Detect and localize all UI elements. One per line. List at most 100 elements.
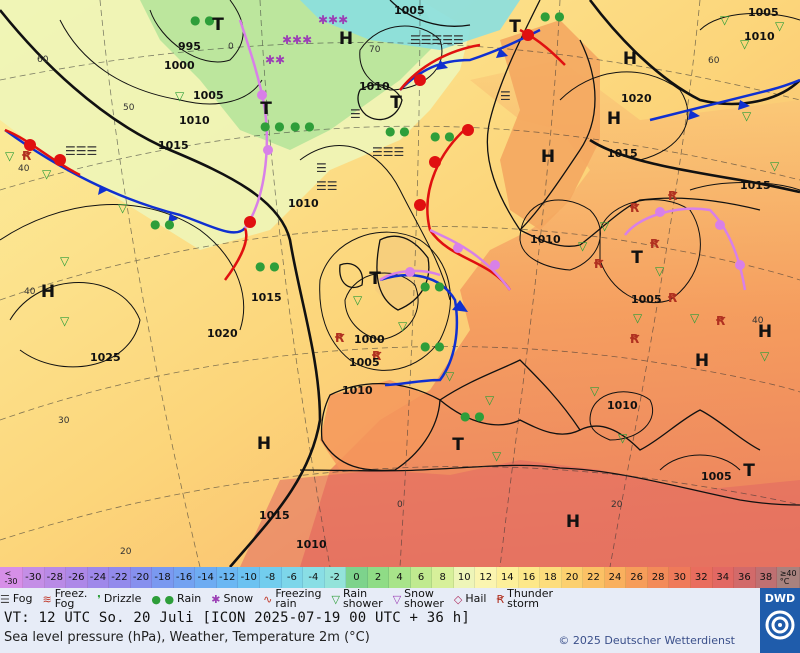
legend-label: Rain <box>177 592 202 605</box>
scale-cell: 28 <box>647 567 670 588</box>
svg-text:● ●: ● ● <box>190 13 215 27</box>
scale-cell: 20 <box>561 567 584 588</box>
scale-cell: -26 <box>66 567 88 588</box>
isobar-label: 1025 <box>90 351 121 364</box>
isobar-label: 1005 <box>631 293 662 306</box>
isobar-label: 1015 <box>259 509 290 522</box>
isobar-label: 1020 <box>621 92 652 105</box>
scale-cell: 36 <box>734 567 756 588</box>
svg-text:☰☰☰☰☰: ☰☰☰☰☰ <box>410 33 464 47</box>
graticule-label: 50 <box>123 103 135 113</box>
svg-text:▽: ▽ <box>690 311 700 325</box>
scale-cell: -18 <box>152 567 174 588</box>
scale-cell: -30 <box>23 567 45 588</box>
svg-text:Ꞧ: Ꞧ <box>629 201 640 215</box>
svg-text:☰: ☰ <box>350 107 361 121</box>
high-pressure-label: H <box>566 512 580 532</box>
high-pressure-label: H <box>695 351 709 371</box>
graticule-label: 70 <box>369 45 381 55</box>
svg-text:▽: ▽ <box>42 167 52 181</box>
logo-text: DWD <box>764 592 796 605</box>
valid-time: VT: 12 UTC So. 20 Juli [ICON 2025-07-19 … <box>4 610 470 626</box>
scale-cell: -22 <box>109 567 131 588</box>
svg-text:▽: ▽ <box>492 449 502 463</box>
legend-label: Thunder storm <box>507 587 554 610</box>
scale-high-end: ≥40 °C <box>777 567 800 588</box>
svg-text:▽: ▽ <box>633 311 643 325</box>
graticule-label: 40 <box>752 316 764 326</box>
svg-text:Ꞧ: Ꞧ <box>629 332 640 346</box>
svg-text:☰☰☰: ☰☰☰ <box>65 144 97 158</box>
isobars <box>0 0 800 471</box>
svg-text:▽: ▽ <box>578 239 588 253</box>
legend-item: ▽ Rain shower <box>331 587 383 610</box>
low-pressure-label: T <box>452 435 464 455</box>
legend-label: Freez. Fog <box>54 587 88 610</box>
isobar-label: 1000 <box>164 59 195 72</box>
legend-label: Hail <box>465 592 487 605</box>
isobar-label: 1015 <box>251 291 282 304</box>
legend-label: Fog <box>12 592 33 605</box>
scale-cell: 6 <box>410 567 433 588</box>
scale-cell: -16 <box>173 567 196 588</box>
svg-text:☰☰: ☰☰ <box>316 179 338 193</box>
rain-shower-icon: ▽ <box>331 592 340 606</box>
graticule-label: 40 <box>18 164 30 174</box>
isobar-label: 995 <box>178 40 201 53</box>
svg-text:● ●: ● ● <box>540 9 565 23</box>
graticule-label: 60 <box>708 56 720 66</box>
isobar-label: 1010 <box>296 538 327 551</box>
svg-text:▽: ▽ <box>742 109 752 123</box>
high-pressure-label: H <box>41 282 55 302</box>
land-iberia <box>320 380 440 470</box>
scale-cell: -24 <box>87 567 110 588</box>
isobar-label: 1010 <box>359 80 390 93</box>
legend-item: ▽ Snow shower <box>393 587 444 610</box>
graticule-label: 0 <box>397 500 403 510</box>
legend-item: ☰ Fog <box>0 593 33 606</box>
svg-text:▽: ▽ <box>740 37 750 51</box>
isobar-label: 1010 <box>530 233 561 246</box>
isobar-label: 1015 <box>740 179 771 192</box>
scale-cell: 26 <box>626 567 648 588</box>
svg-text:▽: ▽ <box>60 254 70 268</box>
isobar-labels: 1005 995 1000 1005 1010 1015 1010 1010 1015 1020 1… <box>90 4 779 551</box>
fog-icon: ☰ <box>0 592 10 606</box>
low-pressure-label: T <box>743 461 755 481</box>
isobar-label: 1000 <box>354 333 385 346</box>
svg-text:● ●: ● ● <box>420 339 445 353</box>
svg-text:▽: ▽ <box>485 393 495 407</box>
scale-cell: 0 <box>346 567 368 588</box>
isobar-label: 1010 <box>342 384 373 397</box>
legend-label: Rain shower <box>342 587 383 610</box>
legend-item: ● ● Rain <box>151 593 201 606</box>
land-scandinavia <box>500 20 600 230</box>
scale-cell: -20 <box>130 567 153 588</box>
scale-cell: 2 <box>367 567 390 588</box>
scale-cell: -10 <box>238 567 261 588</box>
svg-text:▽: ▽ <box>398 319 408 333</box>
scale-low-end: < -30 <box>0 567 23 588</box>
svg-text:☰: ☰ <box>316 161 327 175</box>
isobar-label: 1010 <box>179 114 210 127</box>
svg-text:Ꞧ: Ꞧ <box>334 331 345 345</box>
graticule-label: 0 <box>228 42 234 52</box>
isobars-1015 <box>0 0 800 567</box>
high-pressure-label: H <box>758 322 772 342</box>
cyan-temperature-area <box>300 0 520 50</box>
graticule-label: 30 <box>58 416 70 426</box>
freezing-fog-icon: ≋ <box>42 592 52 606</box>
low-pressure-label: T <box>260 99 272 119</box>
svg-text:▽: ▽ <box>720 13 730 27</box>
graticule-label: 20 <box>120 547 132 557</box>
scale-cell: -8 <box>260 567 282 588</box>
copyright: © 2025 Deutscher Wetterdienst <box>558 634 735 647</box>
legend-label: Drizzle <box>103 592 142 605</box>
svg-text:▽: ▽ <box>353 293 363 307</box>
legend-label: Snow shower <box>404 587 444 610</box>
scale-cell: 38 <box>755 567 778 588</box>
isobar-label: 1010 <box>607 399 638 412</box>
high-pressure-label: H <box>541 147 555 167</box>
svg-text:● ●: ● ● <box>430 129 455 143</box>
svg-text:Ꞧ: Ꞧ <box>21 149 32 163</box>
